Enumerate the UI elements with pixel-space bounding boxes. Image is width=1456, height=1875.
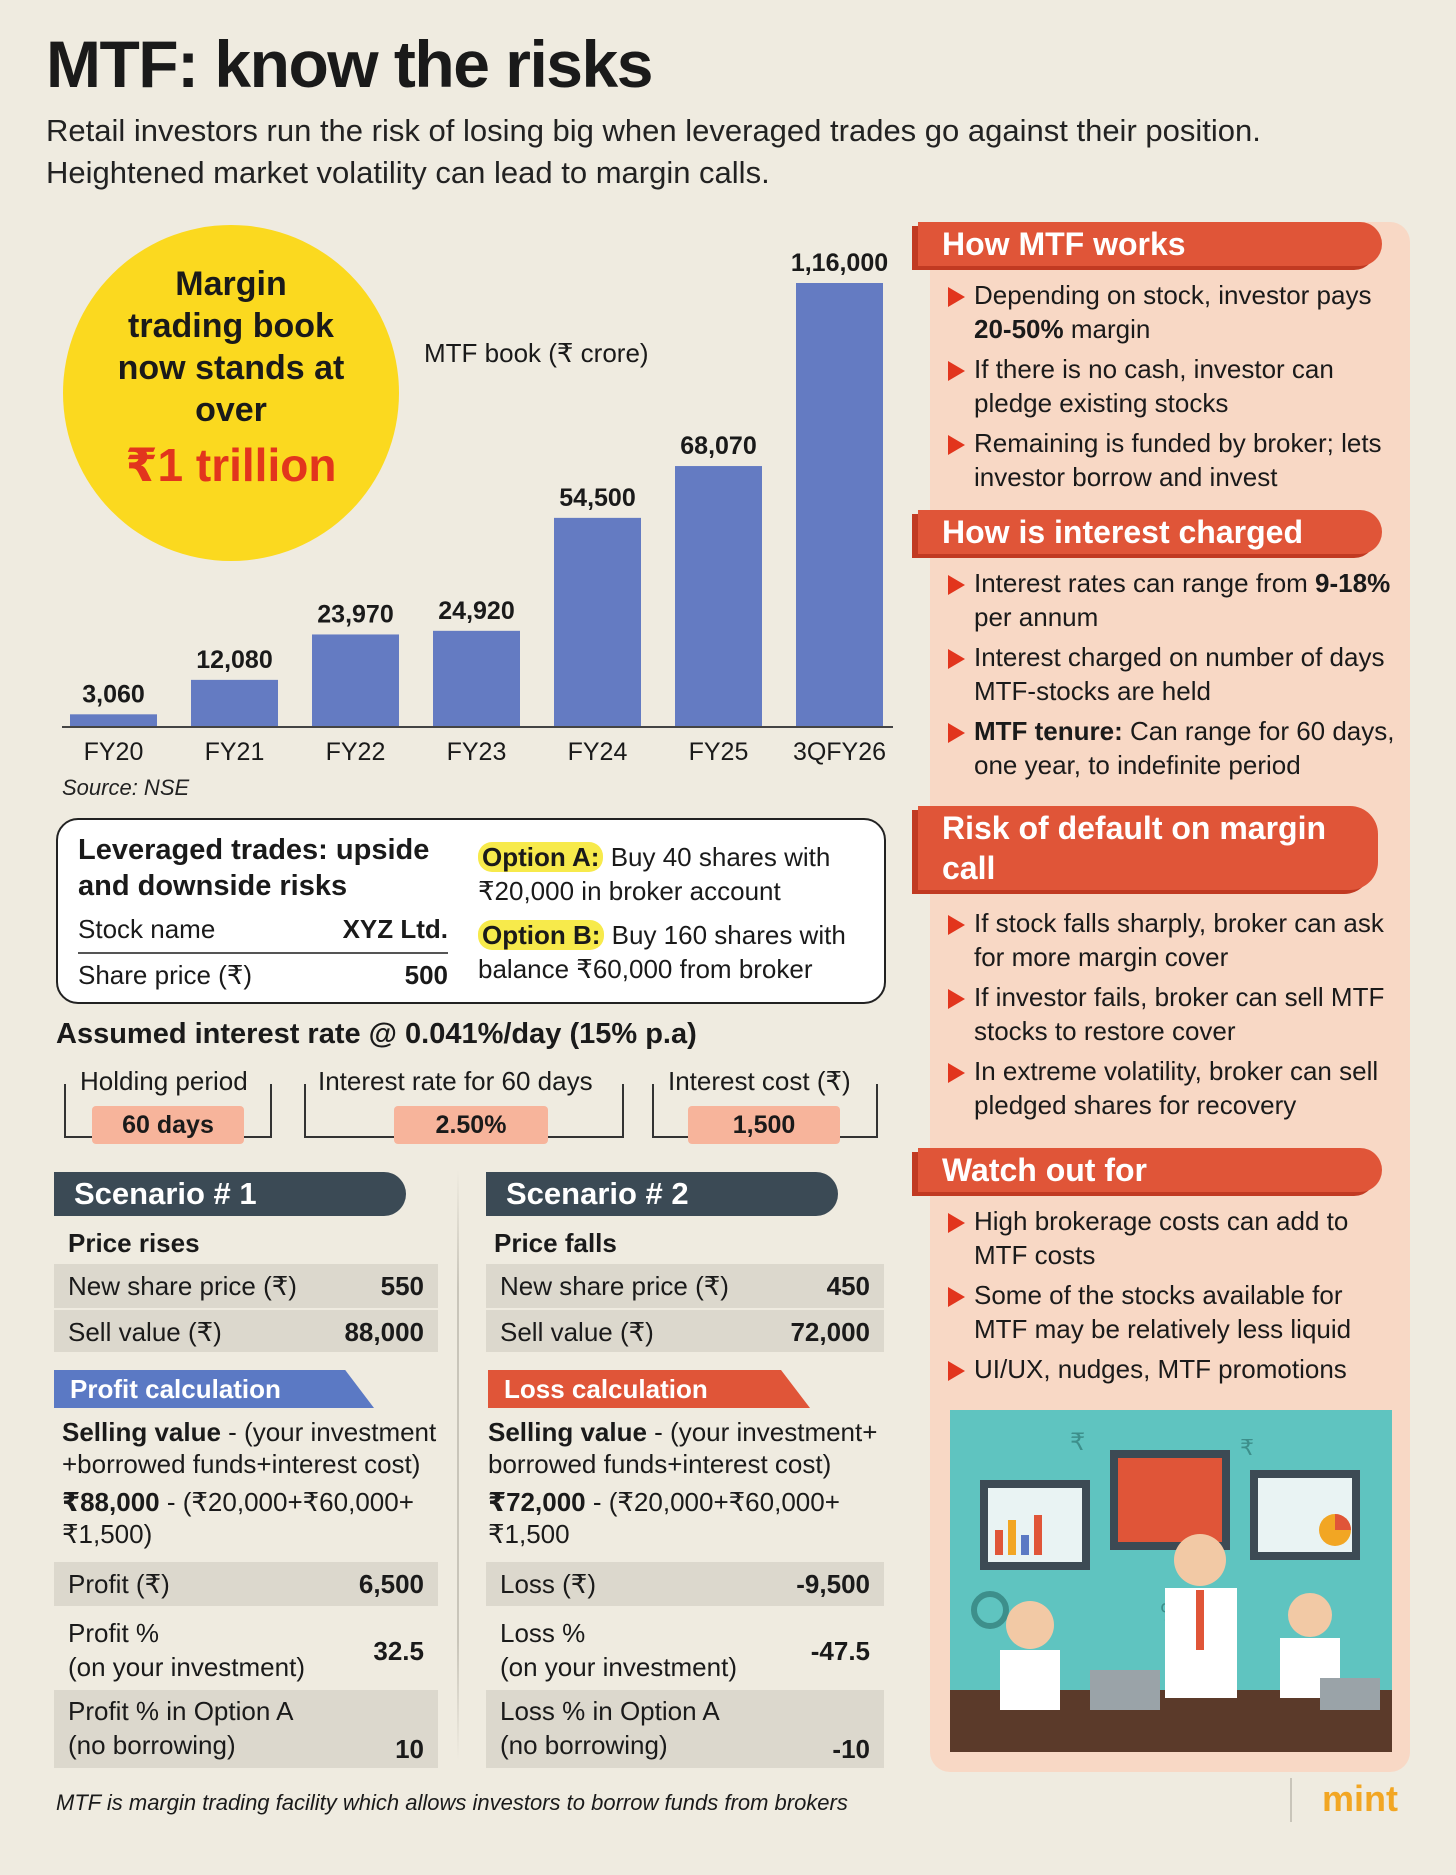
traders-illustration: ₹ ₹ % — [950, 1410, 1392, 1752]
callout-text: Margin trading book now stands at over — [117, 265, 345, 429]
svg-text:₹: ₹ — [1240, 1436, 1254, 1461]
s1-calculation: ₹88,000 - (₹20,000+₹60,000+ ₹1,500) — [62, 1487, 414, 1549]
s2-new-price-row: New share price (₹) 450 — [486, 1264, 884, 1308]
interest-heading: How is interest charged — [918, 510, 1382, 554]
data-label-FY20: 3,060 — [82, 680, 145, 708]
assumed-interest-rate: Assumed interest rate @ 0.041%/day (15% … — [56, 1018, 697, 1050]
tick-label-FY23: FY23 — [447, 738, 507, 766]
watch-out-list: High brokerage costs can add to MTF cost… — [946, 1204, 1396, 1392]
share-price-row: Share price (₹) 500 — [78, 960, 448, 990]
default-risk-heading: Risk of default on margin call — [918, 806, 1378, 890]
s1-profit-row: Profit (₹) 6,500 — [54, 1562, 438, 1606]
tick-label-FY25: FY25 — [689, 738, 749, 766]
list-item: High brokerage costs can add to MTF cost… — [946, 1204, 1396, 1272]
chart-source: Source: NSE — [62, 775, 190, 800]
data-label-FY25: 68,070 — [680, 432, 756, 460]
brand-logo: mint — [1322, 1778, 1398, 1819]
list-item: Interest rates can range from 9-18% per … — [946, 566, 1396, 634]
list-item: If there is no cash, investor can pledge… — [946, 352, 1396, 420]
scenario-2-sub: Price falls — [494, 1228, 617, 1258]
loss-calc-head: Loss calculation — [488, 1370, 810, 1408]
option-a: Option A: Buy 40 shares with ₹20,000 in … — [478, 842, 831, 906]
s1-formula: Selling value - (your investment +borrow… — [62, 1417, 437, 1479]
s2-sell-row: Sell value (₹) 72,000 — [486, 1308, 884, 1352]
footnote: MTF is margin trading facility which all… — [56, 1790, 848, 1815]
tick-label-FY20: FY20 — [84, 738, 144, 766]
option-b: Option B: Buy 160 shares with balance ₹6… — [478, 920, 846, 984]
interest-cost-value: 1,500 — [688, 1106, 840, 1144]
holding-period-label: Holding period — [76, 1066, 252, 1097]
interest-rate-label: Interest rate for 60 days — [314, 1066, 597, 1097]
svg-text:₹: ₹ — [1070, 1428, 1085, 1456]
profit-calc-head: Profit calculation — [54, 1370, 374, 1408]
watch-out-heading: Watch out for — [918, 1148, 1382, 1192]
row-divider — [78, 952, 448, 954]
list-item: Remaining is funded by broker; lets inve… — [946, 426, 1396, 494]
data-label-3QFY26: 1,16,000 — [791, 249, 888, 277]
scenario-1-sub: Price rises — [68, 1228, 200, 1258]
s2-loss-row: Loss (₹) -9,500 — [486, 1562, 884, 1606]
trillion-callout: Margin trading book now stands at over ₹… — [63, 225, 399, 561]
list-item: If stock falls sharply, broker can ask f… — [946, 906, 1396, 974]
data-label-FY21: 12,080 — [196, 646, 272, 674]
data-label-FY23: 24,920 — [438, 597, 514, 625]
mtf-book-bar-chart: 3,060 FY20 12,080 FY21 23,970 FY22 24,920 FY23 5… — [62, 249, 893, 766]
tick-label-FY24: FY24 — [568, 738, 628, 766]
list-item: If investor fails, broker can sell MTF s… — [946, 980, 1396, 1048]
data-label-FY24: 54,500 — [559, 484, 635, 512]
bar-FY23 — [433, 630, 520, 726]
interest-rate-value: 2.50% — [394, 1106, 548, 1144]
interest-list: Interest rates can range from 9-18% per … — [946, 566, 1396, 788]
scenario-1-heading: Scenario # 1 — [54, 1172, 406, 1216]
brand-divider — [1290, 1778, 1292, 1822]
how-mtf-works-list: Depending on stock, investor pays 20-50%… — [946, 278, 1396, 500]
bar-FY21 — [191, 679, 278, 726]
tick-label-FY22: FY22 — [326, 738, 386, 766]
bar-FY25 — [675, 466, 762, 726]
interest-cost-label: Interest cost (₹) — [664, 1066, 855, 1097]
holding-period-value: 60 days — [92, 1106, 244, 1144]
chart-title: MTF book (₹ crore) — [424, 338, 649, 368]
leveraged-title: Leveraged trades: upside and downside ri… — [78, 834, 430, 902]
leveraged-trades-box: Leveraged trades: upside and downside ri… — [56, 818, 886, 1004]
bar-FY22 — [312, 634, 399, 726]
s2-option-a-row: Loss % in Option A (no borrowing) -10 — [486, 1690, 884, 1768]
list-item: Depending on stock, investor pays 20-50%… — [946, 278, 1396, 346]
list-item: Interest charged on number of days MTF-s… — [946, 640, 1396, 708]
page-subtitle: Retail investors run the risk of losing … — [46, 113, 1261, 190]
default-risk-list: If stock falls sharply, broker can ask f… — [946, 906, 1396, 1128]
tick-label-3QFY26: 3QFY26 — [793, 738, 886, 766]
s1-profit-pct-row: Profit % (on your investment) 32.5 — [68, 1618, 424, 1682]
callout-highlight: ₹1 trillion — [125, 439, 337, 491]
bar-3QFY26 — [796, 283, 883, 726]
s2-loss-pct-row: Loss % (on your investment) -47.5 — [500, 1618, 870, 1682]
list-item: MTF tenure: Can range for 60 days, one y… — [946, 714, 1396, 782]
s2-formula: Selling value - (your investment+ borrow… — [488, 1417, 878, 1479]
data-label-FY22: 23,970 — [317, 600, 393, 628]
bar-FY24 — [554, 517, 641, 726]
how-mtf-works-heading: How MTF works — [918, 222, 1382, 266]
list-item: Some of the stocks available for MTF may… — [946, 1278, 1396, 1346]
stock-name-row: Stock name XYZ Ltd. — [78, 914, 448, 944]
tick-label-FY21: FY21 — [205, 738, 265, 766]
page-title: MTF: know the risks — [46, 27, 653, 101]
list-item: UI/UX, nudges, MTF promotions — [946, 1352, 1396, 1386]
s2-calculation: ₹72,000 - (₹20,000+₹60,000+ ₹1,500 — [488, 1487, 840, 1549]
s1-new-price-row: New share price (₹) 550 — [54, 1264, 438, 1308]
list-item: In extreme volatility, broker can sell p… — [946, 1054, 1396, 1122]
s1-option-a-row: Profit % in Option A (no borrowing) 10 — [54, 1690, 438, 1768]
scenario-divider — [457, 1170, 459, 1760]
scenario-2-heading: Scenario # 2 — [486, 1172, 838, 1216]
s1-sell-row: Sell value (₹) 88,000 — [54, 1308, 438, 1352]
bar-FY20 — [70, 714, 157, 726]
